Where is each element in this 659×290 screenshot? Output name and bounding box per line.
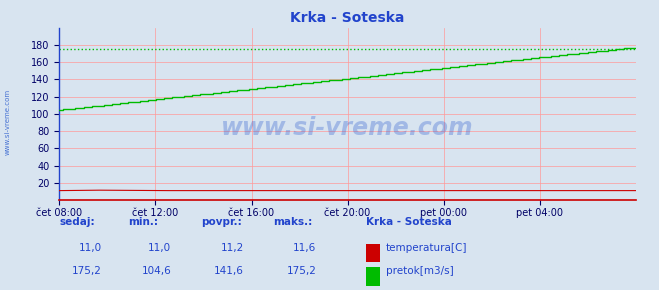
Text: povpr.:: povpr.:	[201, 217, 242, 227]
Text: 175,2: 175,2	[72, 266, 102, 276]
Text: 104,6: 104,6	[142, 266, 171, 276]
Title: Krka - Soteska: Krka - Soteska	[291, 11, 405, 25]
Text: Krka - Soteska: Krka - Soteska	[366, 217, 451, 227]
Text: 11,0: 11,0	[148, 243, 171, 253]
Text: 11,0: 11,0	[79, 243, 102, 253]
Text: maks.:: maks.:	[273, 217, 313, 227]
Text: www.si-vreme.com: www.si-vreme.com	[5, 89, 11, 155]
Text: sedaj:: sedaj:	[59, 217, 95, 227]
Text: temperatura[C]: temperatura[C]	[386, 243, 467, 253]
Text: www.si-vreme.com: www.si-vreme.com	[221, 116, 474, 139]
Text: min.:: min.:	[129, 217, 159, 227]
Text: 11,2: 11,2	[221, 243, 244, 253]
Text: 141,6: 141,6	[214, 266, 244, 276]
Text: pretok[m3/s]: pretok[m3/s]	[386, 266, 453, 276]
Text: 11,6: 11,6	[293, 243, 316, 253]
Text: 175,2: 175,2	[287, 266, 316, 276]
